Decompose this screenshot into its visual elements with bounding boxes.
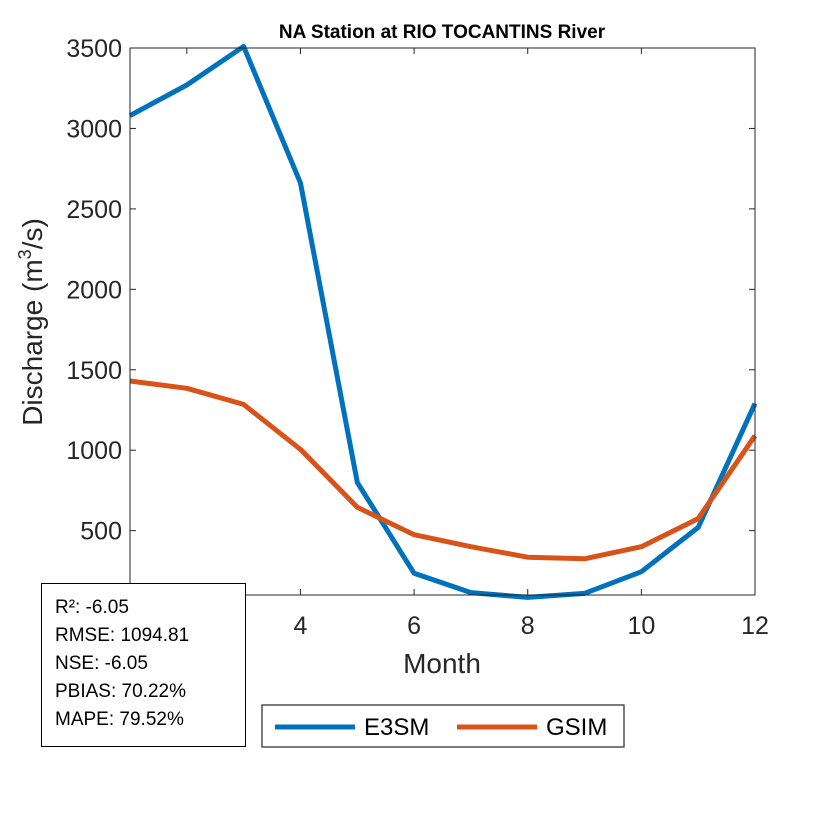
y-axis-label: Discharge (m3/s): [15, 218, 48, 426]
stat-rmse: RMSE: 1094.81: [55, 625, 190, 646]
stat-nse: NSE: -6.05: [55, 653, 148, 674]
y-tick-label: 1000: [66, 437, 122, 465]
plot-background: [130, 48, 755, 595]
legend: E3SM GSIM: [261, 704, 625, 748]
stat-r2: R²: -6.05: [55, 597, 129, 618]
stat-pbias: PBIAS: 70.22%: [55, 681, 186, 702]
y-tick-label: 1500: [66, 357, 122, 385]
y-tick-label: 500: [80, 518, 122, 546]
chart-title: NA Station at RIO TOCANTINS River: [279, 22, 606, 43]
series-line-gsim: [129, 378, 758, 562]
y-axis-label-base: Discharge (m: [17, 259, 48, 425]
plot-area: 24681012500100015002000250030003500: [66, 35, 769, 640]
stats-box: R²: -6.05 RMSE: 1094.81 NSE: -6.05 PBIAS…: [41, 583, 246, 747]
y-tick-label: 2500: [66, 196, 122, 224]
stat-mape: MAPE: 79.52%: [55, 709, 184, 730]
x-tick-label: 8: [521, 612, 535, 640]
x-axis-label: Month: [403, 648, 481, 679]
y-tick-label: 3000: [66, 115, 122, 143]
y-axis-label-tail: /s): [17, 218, 48, 249]
x-tick-label: 6: [407, 612, 421, 640]
y-tick-label: 3500: [66, 35, 122, 63]
x-tick-label: 10: [627, 612, 655, 640]
legend-label-gsim: GSIM: [546, 714, 607, 741]
x-tick-label: 12: [741, 612, 769, 640]
legend-label-e3sm: E3SM: [364, 714, 429, 741]
axes-box: [129, 47, 756, 596]
y-tick-label: 2000: [66, 276, 122, 304]
y-axis-label-sup: 3: [15, 249, 35, 259]
x-tick-label: 4: [294, 612, 308, 640]
series-line-e3sm: [128, 43, 758, 600]
